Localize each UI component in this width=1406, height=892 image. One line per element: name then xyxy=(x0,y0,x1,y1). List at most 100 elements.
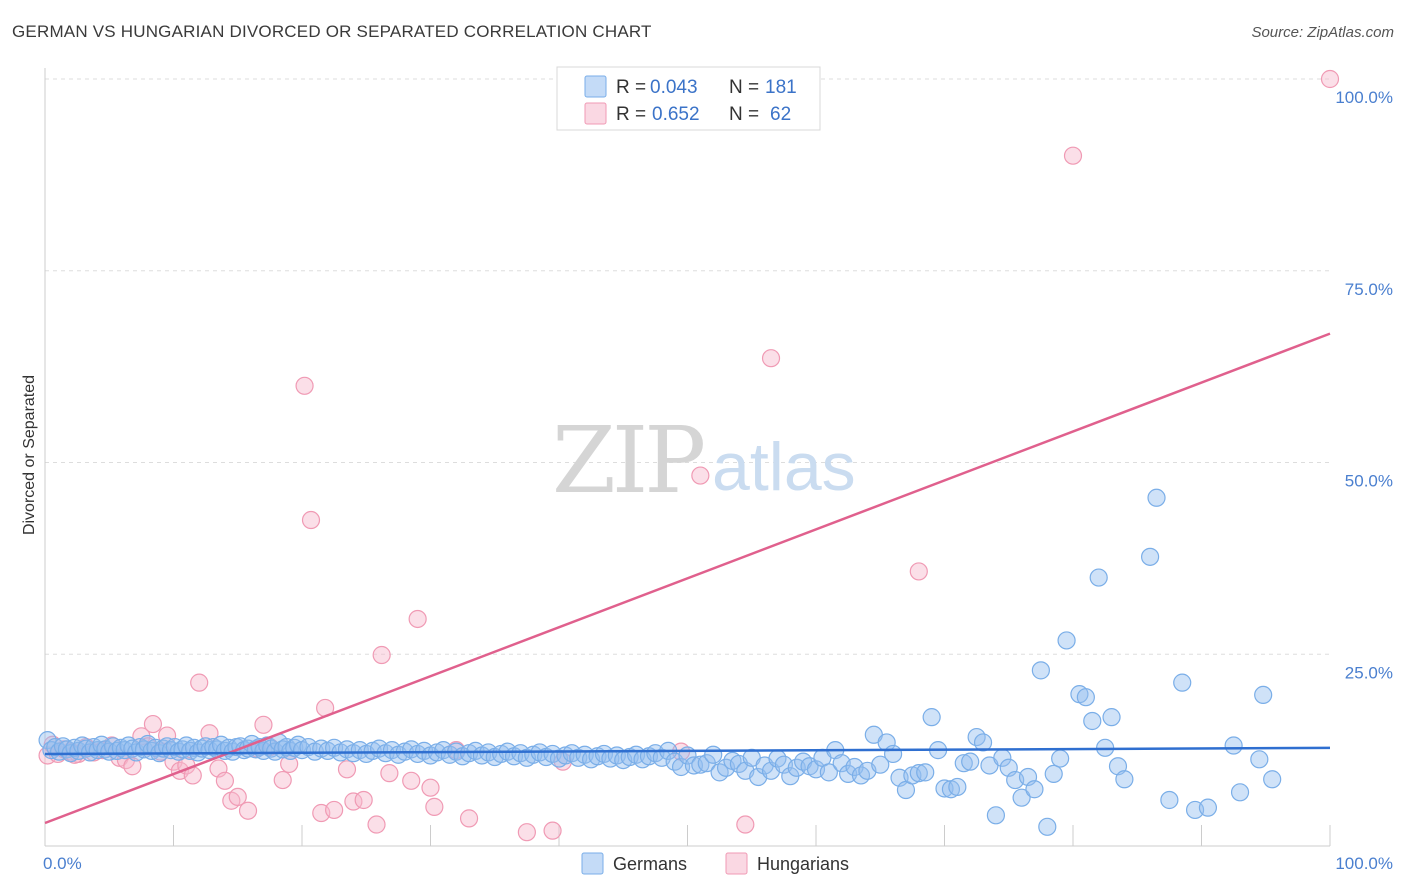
german-point-184 xyxy=(1051,749,1070,768)
legend-swatch-german xyxy=(584,75,607,98)
german-point-158 xyxy=(883,744,903,764)
legend-r-label-hungarian: R = xyxy=(616,104,646,125)
chart-title: GERMAN VS HUNGARIAN DIVORCED OR SEPARATE… xyxy=(12,22,652,41)
german-point-131 xyxy=(710,763,729,782)
german-point-203 xyxy=(1254,685,1273,705)
hungarian-point-15 xyxy=(143,714,163,734)
bottom-legend-german: Germans xyxy=(613,854,687,874)
y-tick-label-0: 25.0% xyxy=(1345,663,1393,682)
x-tick-label-0: 0.0% xyxy=(43,854,82,873)
hungarian-point-12 xyxy=(123,757,142,776)
german-point-201 xyxy=(1230,783,1250,802)
german-point-168 xyxy=(948,777,967,797)
x-tick-labels: 0.0% 100.0% xyxy=(43,854,1393,873)
german-point-200 xyxy=(1224,736,1243,755)
hungarian-point-56 xyxy=(736,815,755,834)
german-point-163 xyxy=(916,763,935,782)
legend-swatch-hungarian xyxy=(584,102,607,125)
trendlines xyxy=(44,332,1331,825)
german-point-156 xyxy=(871,755,890,774)
bottom-legend-hungarian: Hungarians xyxy=(757,854,849,874)
hungarian-point-34 xyxy=(295,376,314,395)
german-point-180 xyxy=(1025,780,1044,799)
german-point-195 xyxy=(1147,488,1166,507)
hungarian-point-48 xyxy=(425,797,444,816)
hungarian-point-47 xyxy=(421,778,440,797)
german-point-162 xyxy=(909,764,928,783)
legend-r-value-hungarian: 0.652 xyxy=(652,104,700,125)
hungarian-point-43 xyxy=(372,645,391,665)
german-point-170 xyxy=(961,752,980,771)
german-point-181 xyxy=(1031,661,1050,680)
german-point-0 xyxy=(38,731,57,750)
german-point-197 xyxy=(1173,673,1192,692)
y-tick-labels: 25.0% 50.0% 75.0% 100.0% xyxy=(1335,88,1393,682)
german-point-193 xyxy=(1115,770,1134,789)
hungarian-point-28 xyxy=(238,801,258,820)
hungarian-point-30 xyxy=(254,715,273,734)
legend-n-value-hungarian: 62 xyxy=(770,104,791,125)
german-point-148 xyxy=(819,763,838,782)
german-point-128 xyxy=(691,755,710,774)
gridlines xyxy=(45,78,1330,655)
y-tick-label-1: 50.0% xyxy=(1345,472,1393,491)
german-point-164 xyxy=(922,708,941,727)
german-point-153 xyxy=(851,766,871,785)
hungarian-point-51 xyxy=(517,823,536,842)
legend-r-value-german: 0.043 xyxy=(650,77,698,98)
legend-n-label-german: N = xyxy=(729,77,759,98)
hungarian-point-55 xyxy=(691,466,710,485)
hungarian-point-35 xyxy=(301,510,321,530)
german-trendline xyxy=(44,746,1331,756)
german-point-182 xyxy=(1038,817,1057,836)
series-legend: Germans Hungarians xyxy=(581,852,849,875)
german-point-191 xyxy=(1102,708,1121,727)
hungarian-point-42 xyxy=(367,815,386,834)
hungarian-point-50 xyxy=(459,809,479,828)
german-point-199 xyxy=(1198,798,1218,817)
legend-r-label-german: R = xyxy=(616,77,646,98)
hungarian-point-32 xyxy=(273,770,292,790)
bottom-legend-swatch-german xyxy=(581,852,604,875)
y-tick-label-3: 100.0% xyxy=(1335,88,1393,107)
hungarian-point-39 xyxy=(337,760,357,779)
source-credit: Source: ZipAtlas.com xyxy=(1251,24,1394,41)
hungarian-point-59 xyxy=(1063,146,1083,165)
hungarian-point-52 xyxy=(543,821,562,840)
german-point-202 xyxy=(1250,750,1269,769)
hungarian-point-45 xyxy=(402,771,421,790)
hungarian-point-25 xyxy=(215,771,234,790)
x-tick-label-1: 100.0% xyxy=(1335,854,1393,873)
german-point-187 xyxy=(1076,688,1095,707)
german-point-174 xyxy=(986,806,1006,825)
hungarian-point-41 xyxy=(354,790,373,810)
y-tick-label-2: 75.0% xyxy=(1345,280,1393,299)
hungarian-point-22 xyxy=(190,673,209,692)
hungarian-trendline xyxy=(44,332,1331,825)
y-axis-label: Divorced or Separated xyxy=(21,375,38,535)
legend-n-label-hungarian: N = xyxy=(729,104,759,125)
german-point-189 xyxy=(1089,568,1108,587)
hungarian-point-60 xyxy=(1320,69,1340,89)
watermark-atlas: atlas xyxy=(712,429,856,505)
hungarian-point-58 xyxy=(909,562,928,581)
legend-n-value-german: 181 xyxy=(765,77,797,98)
hungarian-point-57 xyxy=(761,349,781,368)
correlation-legend: R = 0.043 N = 181 R = 0.652 N = 62 xyxy=(556,66,821,131)
hungarian-point-46 xyxy=(408,609,427,629)
german-point-196 xyxy=(1160,790,1179,810)
hungarian-point-44 xyxy=(380,764,399,783)
german-point-204 xyxy=(1263,770,1282,789)
bottom-legend-swatch-hungarian xyxy=(725,852,748,875)
german-point-172 xyxy=(973,733,993,752)
german-point-178 xyxy=(1012,788,1031,807)
german-point-194 xyxy=(1140,547,1160,566)
hungarian-point-38 xyxy=(325,800,344,820)
german-point-130 xyxy=(704,745,723,764)
german-point-185 xyxy=(1057,631,1076,650)
german-point-188 xyxy=(1083,711,1102,731)
german-point-183 xyxy=(1044,764,1063,784)
watermark-zip: ZIP xyxy=(552,407,703,514)
german-point-169 xyxy=(954,754,973,773)
